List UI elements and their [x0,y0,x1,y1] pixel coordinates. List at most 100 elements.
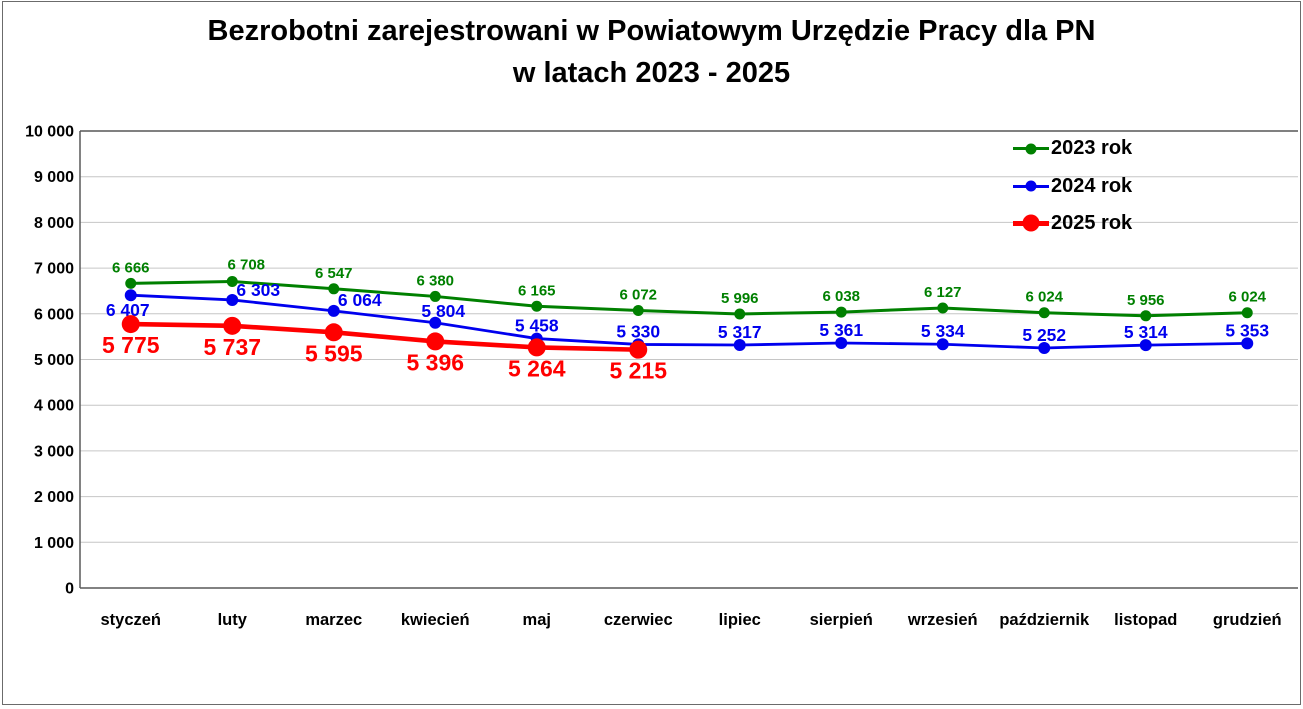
data-point [835,337,848,350]
y-tick-label: 4 000 [34,398,74,415]
data-point [937,302,949,314]
legend: 2023 rok 2024 rok 2025 rok [1013,130,1132,242]
data-label: 5 215 [609,358,667,384]
chart-title-line2: w latach 2023 - 2025 [512,57,791,89]
y-tick-label: 10 000 [25,124,74,141]
data-point [1038,307,1050,319]
data-point [734,308,746,320]
legend-label-2024: 2024 rok [1051,174,1133,197]
series-line [129,279,1249,318]
data-label: 5 264 [508,355,566,381]
x-tick-label: lipiec [719,611,761,629]
chart-title: Bezrobotni zarejestrowani w Powiatowym U… [0,10,1303,94]
x-axis-labels: styczeń luty marzec kwiecień maj czerwiec lipi… [100,611,1281,629]
data-point [1038,341,1051,354]
data-label: 6 666 [112,259,150,276]
data-label: 5 775 [102,332,160,358]
data-point [632,305,644,317]
y-tick-label: 0 [65,581,74,598]
data-label: 5 252 [1022,325,1066,345]
y-tick-label: 5 000 [34,352,74,369]
y-tick-label: 6 000 [34,306,74,323]
data-point [1241,337,1254,350]
data-label: 6 072 [619,287,657,304]
data-label: 5 458 [515,316,559,336]
x-tick-label: wrzesień [907,611,978,629]
data-label: 5 353 [1225,320,1269,340]
y-tick-label: 7 000 [34,261,74,278]
data-point [426,332,445,351]
data-label: 5 330 [616,321,660,341]
x-tick-label: grudzień [1213,611,1282,629]
x-tick-label: czerwiec [604,611,673,629]
legend-item-2025: 2025 rok [1013,205,1132,242]
data-label: 6 024 [1228,289,1266,306]
data-label: 5 361 [819,320,863,340]
y-tick-label: 3 000 [34,443,74,460]
y-axis-labels: 0 1 000 2 000 3 000 4 000 5 000 6 000 7 000 8 00… [25,124,74,598]
data-point [223,316,242,335]
axes [79,131,1298,589]
x-tick-label: marzec [305,611,362,629]
data-point [733,339,746,352]
x-tick-label: styczeń [100,611,161,629]
legend-label-2023: 2023 rok [1051,137,1133,160]
data-label: 5 595 [305,340,363,366]
data-point [527,338,546,357]
data-label: 6 064 [338,290,382,310]
data-point [124,289,137,302]
data-label: 6 165 [518,282,556,299]
data-point [328,283,340,295]
data-label: 5 804 [421,301,465,321]
data-label: 6 127 [924,284,962,301]
legend-label-2025: 2025 rok [1051,211,1133,234]
series-2025-rok: 5 775 5 737 5 595 5 396 5 264 5 215 [102,315,667,384]
data-point [531,300,543,312]
legend-marker-2025-icon [1013,214,1049,232]
series-line [129,293,1249,350]
data-point [1139,339,1152,352]
data-point [429,316,442,329]
data-label: 6 547 [315,265,353,282]
x-tick-label: sierpień [810,611,873,629]
x-tick-label: maj [523,611,551,629]
y-tick-label: 1 000 [34,535,74,552]
data-point [835,306,847,318]
legend-marker-2024-icon [1013,180,1049,192]
data-point [121,315,140,334]
data-label: 5 334 [921,321,965,341]
data-label: 5 396 [406,349,464,375]
legend-item-2023: 2023 rok [1013,130,1132,167]
x-tick-label: kwiecień [401,611,470,629]
y-tick-label: 9 000 [34,169,74,186]
data-label: 5 956 [1127,292,1165,309]
data-label: 5 314 [1124,322,1168,342]
legend-marker-2023-icon [1013,143,1049,155]
data-label: 5 737 [203,334,261,360]
data-point [226,275,238,287]
data-label: 6 024 [1025,289,1063,306]
series-2023-rok: 6 666 6 708 6 547 6 380 6 165 6 072 5 996 6 038… [112,256,1267,322]
data-label: 6 038 [822,288,860,305]
data-label: 5 996 [721,290,759,307]
data-label: 6 380 [416,272,454,289]
data-point [429,290,441,302]
chart-title-line1: Bezrobotni zarejestrowani w Powiatowym U… [207,15,1096,47]
data-point [629,340,648,359]
data-point [125,277,137,289]
legend-item-2024: 2024 rok [1013,167,1132,204]
y-tick-label: 2 000 [34,489,74,506]
data-point [936,338,949,351]
x-tick-label: październik [999,611,1090,629]
data-point [324,323,343,342]
data-label: 6 708 [227,256,265,273]
data-point [1241,307,1253,319]
data-point [226,293,239,306]
data-point [327,304,340,317]
series-line [128,321,641,352]
data-label: 6 303 [236,280,280,300]
data-label: 5 317 [718,322,762,342]
data-point [1140,310,1152,322]
